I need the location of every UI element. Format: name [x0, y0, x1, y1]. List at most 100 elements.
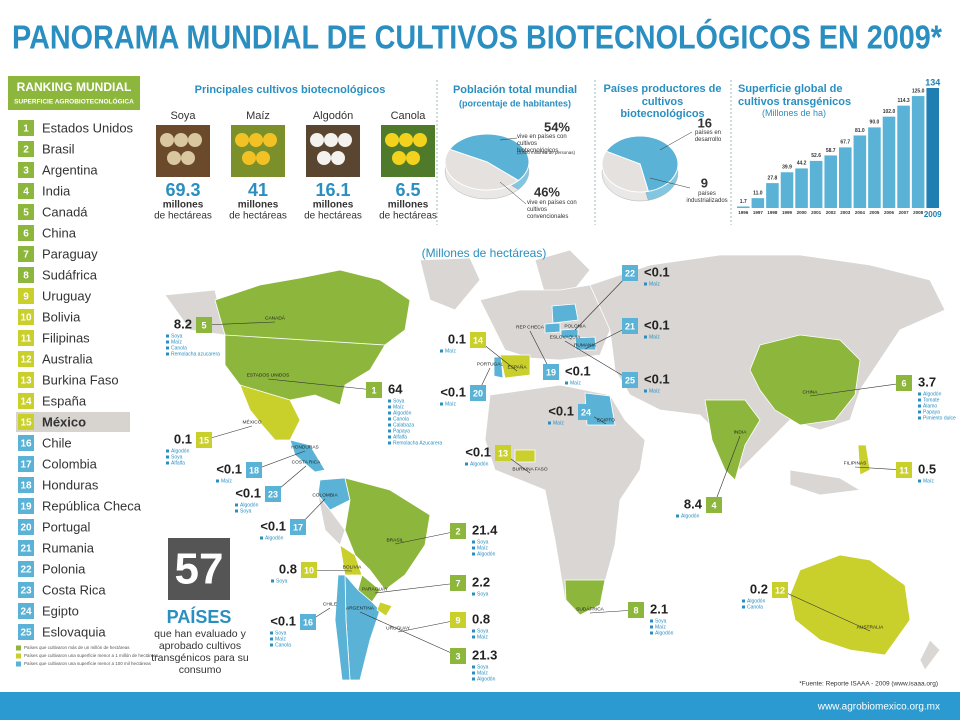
rank-number: 17 — [293, 522, 303, 532]
crop-bullet — [388, 417, 391, 421]
rank-number: 9 — [455, 615, 460, 625]
crop-item: Maíz — [477, 634, 488, 640]
rank-badge — [366, 382, 382, 398]
legend-text: Países que cultivaron más de un millón d… — [24, 645, 130, 650]
crop-bullet — [166, 449, 169, 453]
crop-item: Soya — [393, 398, 405, 404]
pie-slice — [444, 148, 520, 191]
crop-bullet — [918, 398, 921, 402]
rank-number: 7 — [23, 250, 29, 261]
bar-value-label: 67.7 — [840, 140, 850, 146]
country-value: <0.1 — [270, 613, 296, 628]
bar-category: 2002 — [826, 210, 837, 215]
crop-image-detail — [167, 151, 181, 165]
total-number: 57 — [175, 545, 224, 594]
crop-image — [231, 125, 285, 177]
rank-country: Honduras — [42, 477, 99, 492]
crop-bullet — [472, 665, 475, 669]
bar — [853, 135, 867, 208]
leader-line — [564, 340, 631, 381]
country-value: <0.1 — [216, 461, 242, 476]
rank-badge — [18, 540, 34, 556]
rank-country: Rumania — [42, 540, 95, 555]
crop-unit: de hectáreas — [154, 211, 212, 222]
rank-number: 4 — [711, 500, 716, 510]
rank-badge — [470, 332, 486, 348]
rank-number: 1 — [371, 385, 376, 395]
crop-bullet — [742, 605, 745, 609]
crop-unit: millones — [163, 200, 204, 211]
rank-country: Australia — [42, 351, 93, 366]
country-label: CHINA — [803, 389, 819, 395]
rank-country: Canadá — [42, 204, 88, 219]
crop-bullet — [388, 405, 391, 409]
rank-badge — [896, 462, 912, 478]
crop-bullet — [270, 637, 273, 641]
country-label: INDIA — [734, 429, 748, 435]
crop-bullet — [388, 441, 391, 445]
pie-value-label: 46% — [534, 184, 560, 199]
bar-category: 1997 — [753, 210, 764, 215]
pie-subtitle: (porcentaje de habitantes) — [459, 98, 571, 108]
crop-bullet — [472, 671, 475, 675]
bar-value-label: 11.0 — [753, 190, 763, 196]
crop-item: Algodón — [655, 630, 674, 636]
country-value: <0.1 — [644, 317, 670, 332]
country-label: ESTADOS UNIDOS — [247, 372, 290, 378]
crop-bullet — [166, 455, 169, 459]
crop-value: 69.3 — [165, 180, 200, 200]
total-box — [168, 538, 230, 600]
crop-item: Algodón — [923, 391, 942, 397]
crop-item: Algodón — [265, 535, 284, 541]
rank-badge — [450, 523, 466, 539]
leader-line — [253, 450, 306, 471]
country-value: 0.1 — [174, 431, 192, 446]
crop-item: Remolacha Azucarera — [393, 440, 442, 446]
country-label: COLOMBIA — [312, 492, 338, 498]
crop-image-detail — [406, 151, 420, 165]
rank-number: 25 — [625, 375, 635, 385]
country-value: 21.3 — [472, 647, 497, 662]
rank-number: 21 — [625, 321, 635, 331]
leader-line — [394, 530, 459, 545]
crop-name: Canola — [391, 110, 427, 122]
crop-item: Algodón — [477, 551, 496, 557]
rank-number: 20 — [473, 388, 483, 398]
footer-bar — [0, 692, 960, 720]
bar — [824, 155, 837, 208]
bar — [751, 198, 765, 208]
crop-bullet — [388, 399, 391, 403]
bar-value-label: 90.0 — [870, 120, 880, 126]
crop-value: 16.1 — [315, 180, 350, 200]
rank-number: 5 — [201, 320, 206, 330]
country-label: MÉXICO — [243, 418, 262, 425]
crop-item: Algodón — [240, 502, 259, 508]
crop-bullet — [918, 392, 921, 396]
crop-unit: de hectáreas — [229, 211, 287, 222]
rank-badge — [18, 225, 34, 241]
crop-image-detail — [331, 151, 345, 165]
crop-image — [381, 125, 435, 177]
rank-number: 23 — [268, 489, 278, 499]
crop-item: Álamo — [923, 402, 937, 409]
country-value: 21.4 — [472, 522, 498, 537]
rank-number: 4 — [23, 187, 29, 198]
rank-country: Estados Unidos — [42, 120, 134, 135]
rank-badge — [18, 309, 34, 325]
crop-bullet — [918, 479, 921, 483]
crop-bullet — [650, 619, 653, 623]
rank-badge — [18, 351, 34, 367]
country-label: FILIPINAS — [844, 460, 867, 466]
leader — [499, 137, 518, 141]
bar — [737, 206, 750, 208]
crop-bullet — [918, 416, 921, 420]
crop-bullet — [472, 592, 475, 596]
rank-number: 25 — [20, 628, 32, 639]
legend-swatch — [16, 645, 21, 651]
crop-bullet — [650, 625, 653, 629]
crop-bullet — [472, 629, 475, 633]
crop-image — [306, 125, 360, 177]
country-value: <0.1 — [440, 384, 466, 399]
country-value: 0.8 — [279, 561, 297, 576]
